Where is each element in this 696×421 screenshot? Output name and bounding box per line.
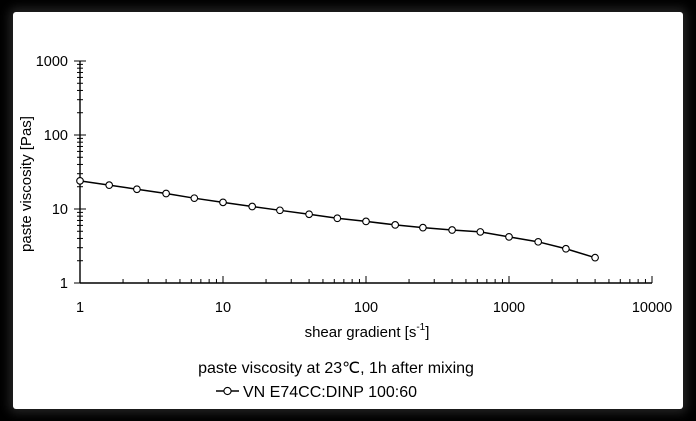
data-point — [76, 177, 84, 185]
data-point — [476, 228, 485, 236]
y-tick-label: 1 — [60, 276, 68, 292]
x-axis-title: shear gradient [s-1] — [305, 322, 430, 341]
y-tick-label: 10 — [52, 202, 68, 218]
data-point — [133, 185, 141, 194]
x-tick-label: 10 — [215, 300, 231, 316]
x-tick-label: 100 — [354, 300, 378, 316]
y-tick-label: 100 — [44, 128, 68, 144]
data-point — [562, 244, 570, 253]
data-point — [190, 194, 199, 203]
chart-frame: 1 10 100 1000 10000 1 10 100 1000 shear gradient… — [13, 12, 683, 409]
tick-marks — [74, 60, 653, 284]
x-tick-label: 1 — [76, 300, 84, 316]
data-point — [248, 202, 257, 211]
data-point — [419, 223, 427, 232]
data-point — [162, 189, 170, 198]
data-point — [219, 198, 227, 207]
y-axis-title: paste viscosity [Pas] — [18, 116, 35, 252]
x-tick-label: 1000 — [493, 300, 525, 316]
x-tick-label: 10000 — [632, 300, 672, 316]
data-point — [105, 181, 114, 190]
legend-marker — [223, 386, 232, 396]
data-point — [276, 206, 284, 215]
data-point — [448, 226, 456, 234]
chart-caption: paste viscosity at 23℃, 1h after mixing — [198, 360, 474, 377]
data-point — [534, 237, 543, 246]
legend: VN E74CC:DINP 100:60 — [216, 384, 417, 401]
data-point — [333, 214, 342, 223]
data-point — [391, 221, 400, 229]
viscosity-chart: 1 10 100 1000 10000 1 10 100 1000 shear gradient… — [18, 54, 672, 401]
data-point — [305, 210, 313, 219]
y-tick-label: 1000 — [36, 54, 68, 70]
data-point — [362, 217, 370, 226]
data-point — [591, 253, 599, 262]
legend-entry: VN E74CC:DINP 100:60 — [243, 384, 417, 401]
data-series — [76, 177, 599, 262]
tick-labels: 1 10 100 1000 10000 1 10 100 1000 — [36, 54, 672, 316]
data-point — [505, 233, 513, 241]
